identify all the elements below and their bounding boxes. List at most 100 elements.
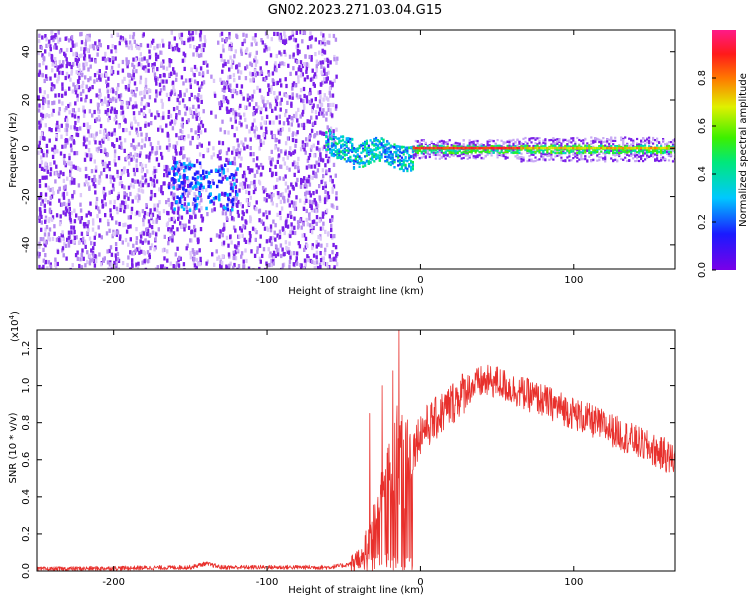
noise-cell [266,91,270,96]
noise-cell [123,76,126,81]
noise-cell [86,48,90,53]
noise-cell [104,161,107,166]
band-cell [446,149,449,152]
signal-cell [389,163,392,167]
noise-cell [96,52,99,57]
band-halo-cell [604,144,607,147]
noise-cell [279,61,282,66]
noise-cell [165,200,168,205]
noise-cell [291,118,294,123]
noise-cell [287,247,290,252]
noise-cell [263,197,266,202]
band-halo-cell [440,155,443,158]
noise-cell [221,87,224,92]
noise-cell [64,243,68,248]
noise-cell [98,233,101,238]
signal-cell [395,152,398,155]
noise-cell [132,145,135,150]
noise-cell [49,264,53,269]
noise-cell [104,148,107,153]
noise-cell [247,190,251,196]
noise-cell [56,79,59,84]
signal-cell [395,154,398,158]
band-cell [500,151,503,154]
noise-cell [91,133,95,138]
signal-cell [336,137,339,140]
noise-cell [101,73,104,78]
noise-cell [141,240,144,245]
noise-cell [50,82,54,87]
noise-cell [198,152,202,157]
band-cell [434,148,437,152]
noise-cell [65,127,69,132]
noise-cell [297,156,300,161]
band-halo-cell [538,143,541,146]
signal-cell [360,144,363,148]
signal-cell [402,168,405,172]
noise-cell [220,261,224,266]
signal-cell [349,141,352,144]
noise-cell [254,227,257,233]
band-cell [496,150,499,153]
noise-cell [290,226,294,231]
band-cell [416,149,419,153]
noise-cell [293,160,296,165]
noise-cell [230,64,233,69]
noise-cell [79,208,83,213]
weak-signal-cell [212,197,216,201]
noise-cell [69,125,73,130]
noise-cell [239,103,242,108]
band-halo-cell [438,140,441,143]
noise-cell [313,72,317,77]
noise-cell [329,80,332,85]
noise-cell [189,140,192,145]
band-halo-cell [532,144,535,148]
noise-cell [55,133,58,139]
signal-cell [389,145,392,148]
noise-cell [288,127,291,132]
noise-cell [223,85,226,90]
band-halo-cell [626,159,629,163]
noise-cell [206,259,209,264]
noise-cell [200,198,203,203]
noise-cell [229,83,232,88]
signal-cell [378,159,381,162]
band-halo-cell [554,138,557,141]
noise-cell [66,237,69,242]
noise-cell [252,189,256,195]
noise-cell [114,253,117,258]
noise-cell [253,129,256,134]
noise-cell [309,203,312,208]
noise-cell [331,93,335,98]
noise-cell [84,98,87,103]
noise-cell [77,85,81,90]
signal-cell [391,156,394,160]
noise-cell [134,93,137,98]
noise-cell [44,114,47,119]
noise-cell [82,105,85,110]
signal-cell [343,154,346,157]
noise-cell [282,176,285,181]
band-cell [520,145,523,148]
band-halo-cell [424,141,427,144]
noise-cell [289,233,292,239]
noise-cell [322,108,325,113]
band-halo-cell [414,139,417,143]
band-core-cell [446,146,449,150]
noise-cell [62,156,66,162]
noise-cell [293,206,297,211]
noise-cell [149,246,152,251]
noise-cell [38,140,41,145]
noise-cell [261,165,265,170]
noise-cell [282,121,286,126]
noise-cell [162,115,165,120]
noise-cell [176,184,179,189]
band-halo-cell [442,142,445,145]
noise-cell [302,103,306,109]
band-cell [560,152,563,155]
signal-cell [360,151,363,154]
noise-cell [160,79,163,84]
noise-cell [324,247,327,252]
noise-cell [43,175,46,180]
band-halo-cell [530,153,533,156]
